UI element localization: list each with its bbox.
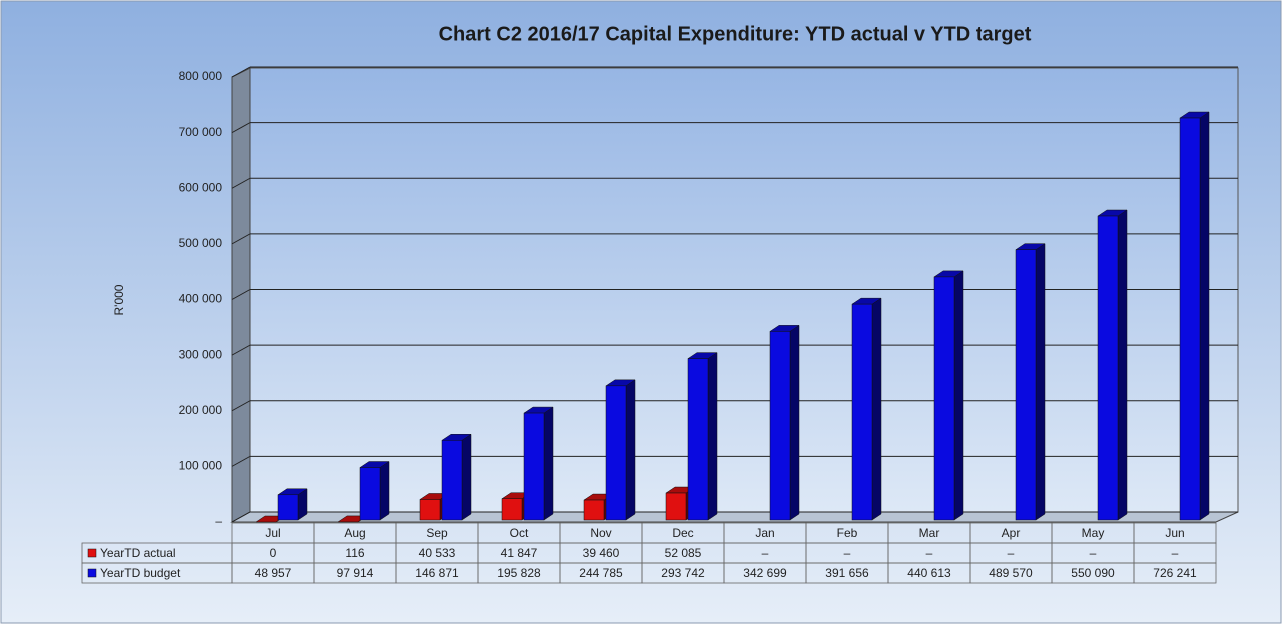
x-tick-label: May — [1082, 526, 1105, 540]
table-value: 0 — [270, 546, 277, 560]
legend-swatch — [87, 548, 97, 558]
grid-line-side — [231, 511, 251, 523]
bar-side — [543, 406, 554, 521]
y-tick-label: 300 000 — [179, 347, 223, 361]
bar-side — [379, 461, 390, 521]
x-tick-label: Feb — [837, 526, 858, 540]
bar-side — [789, 324, 800, 521]
bar — [583, 499, 605, 521]
bar — [1015, 249, 1037, 521]
grid-line-side — [231, 233, 251, 245]
table-value: 550 090 — [1071, 566, 1115, 580]
x-tick-label: Nov — [590, 526, 611, 540]
bar — [1179, 117, 1201, 521]
y-tick-label: 200 000 — [179, 403, 223, 417]
bar — [523, 412, 545, 521]
legend-label: YearTD actual — [100, 546, 176, 560]
table-value: 440 613 — [907, 566, 951, 580]
table-value: 146 871 — [415, 566, 459, 580]
grid-line-side — [231, 455, 251, 467]
y-tick-label: 800 000 — [179, 69, 223, 83]
table-value: 726 241 — [1153, 566, 1197, 580]
bar — [501, 498, 523, 521]
bar — [605, 385, 627, 521]
table-value: 97 914 — [337, 566, 374, 580]
x-tick-label: Sep — [426, 526, 448, 540]
bar — [933, 276, 955, 521]
table-value: – — [844, 546, 851, 560]
bar — [277, 494, 299, 521]
table-value: – — [1172, 546, 1179, 560]
x-tick-label: Aug — [344, 526, 365, 540]
table-value: – — [1008, 546, 1015, 560]
bar-side — [625, 379, 636, 521]
table-value: 40 533 — [419, 546, 456, 560]
table-value: 52 085 — [665, 546, 702, 560]
y-tick-label: 700 000 — [179, 125, 223, 139]
y-axis-label: R'000 — [112, 284, 126, 315]
table-value: 116 — [345, 546, 364, 560]
x-tick-label: Jan — [755, 526, 774, 540]
x-tick-label: Jun — [1165, 526, 1184, 540]
bar-side — [871, 297, 882, 521]
grid-line-side — [231, 344, 251, 356]
y-tick-label: – — [215, 514, 222, 528]
bar — [769, 331, 791, 521]
legend-swatch — [87, 568, 97, 578]
x-tick-label: Oct — [510, 526, 529, 540]
bar-side — [1199, 111, 1210, 521]
table-value: 391 656 — [825, 566, 869, 580]
bar — [359, 467, 381, 521]
bar-side — [1117, 209, 1128, 521]
bar-side — [953, 270, 964, 521]
grid-line-side — [231, 177, 251, 189]
grid-line-side — [231, 122, 251, 134]
bar — [665, 492, 687, 521]
y-tick-label: 600 000 — [179, 180, 223, 194]
bar — [851, 303, 873, 521]
grid-line-side — [231, 66, 251, 78]
y-tick-label: 400 000 — [179, 292, 223, 306]
bar-side — [461, 433, 472, 521]
table-cell — [1133, 562, 1217, 584]
bar-side — [707, 352, 718, 521]
bar — [419, 499, 441, 521]
x-tick-label: Mar — [919, 526, 940, 540]
table-value: – — [1090, 546, 1097, 560]
x-tick-label: Jul — [265, 526, 280, 540]
chart-title: Chart C2 2016/17 Capital Expenditure: YT… — [439, 23, 1032, 45]
table-value: 342 699 — [743, 566, 787, 580]
table-value: 48 957 — [255, 566, 292, 580]
bar — [687, 358, 709, 521]
grid-line-side — [231, 289, 251, 300]
table-value: 195 828 — [497, 566, 541, 580]
legend-label: YearTD budget — [100, 566, 181, 580]
bar — [441, 440, 463, 521]
table-value: 41 847 — [501, 546, 538, 560]
table-value: 293 742 — [661, 566, 705, 580]
bar — [1097, 215, 1119, 521]
table-value: – — [762, 546, 769, 560]
y-tick-label: 500 000 — [179, 236, 223, 250]
table-value: 39 460 — [583, 546, 620, 560]
table-value: – — [926, 546, 933, 560]
y-tick-label: 100 000 — [179, 459, 223, 473]
table-value: 244 785 — [579, 566, 623, 580]
grid-line-side — [231, 400, 251, 412]
bar-side — [1035, 243, 1046, 521]
table-value: 489 570 — [989, 566, 1033, 580]
x-tick-label: Dec — [672, 526, 693, 540]
x-tick-label: Apr — [1002, 526, 1021, 540]
